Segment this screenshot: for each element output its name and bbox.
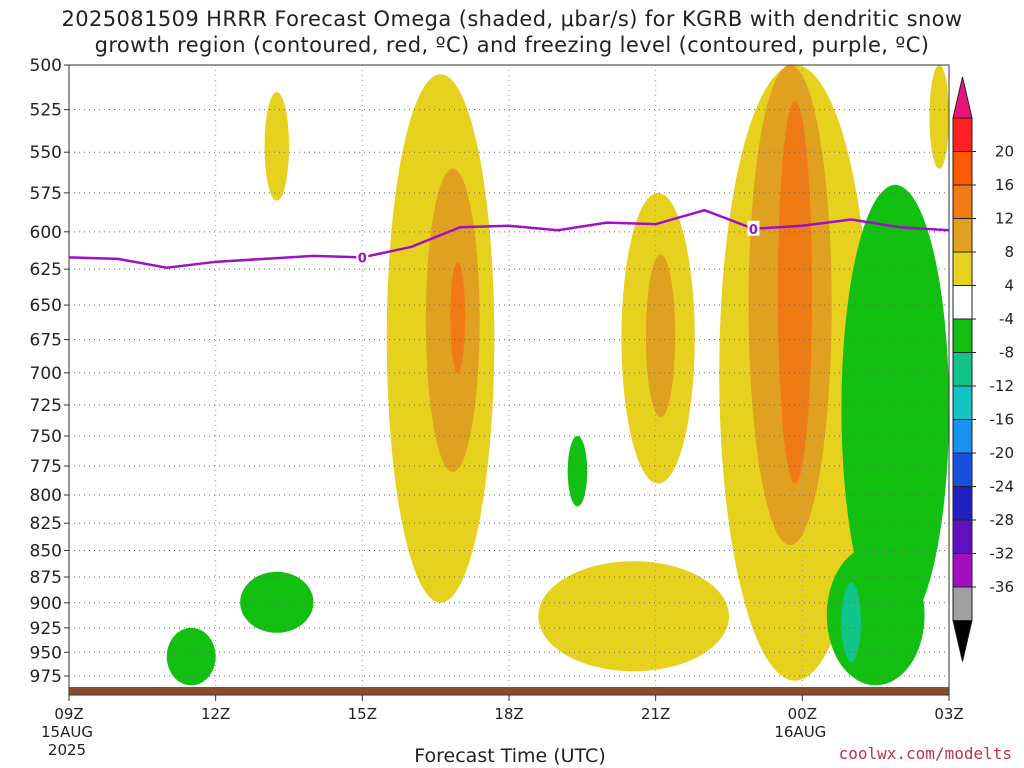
y-tick-label: 550 — [30, 143, 62, 163]
y-tick-label: 600 — [30, 223, 62, 243]
colorbar-label: -12 — [990, 377, 1015, 395]
y-tick-label: 975 — [30, 667, 62, 687]
y-tick-label: 725 — [30, 396, 62, 416]
colorbar-label: -4 — [999, 310, 1014, 328]
colorbar-label: 20 — [995, 143, 1014, 161]
colorbar-box — [952, 486, 973, 521]
omega-region-positive-8 — [777, 100, 813, 484]
freezing-level-label: 0 — [358, 251, 367, 266]
omega-region-positive-3 — [450, 261, 465, 373]
y-tick-label: 850 — [30, 541, 62, 561]
colorbar-label: -32 — [990, 545, 1015, 563]
y-tick-label: 775 — [30, 457, 62, 477]
colorbar-label: -16 — [990, 411, 1015, 429]
colorbar-label: 16 — [995, 176, 1014, 194]
colorbar-box — [952, 352, 973, 387]
freezing-level-label-bg — [747, 220, 760, 236]
x-tick-year: 2025 — [48, 741, 86, 759]
colorbar-label: -36 — [990, 578, 1015, 596]
freezing-level-line — [69, 208, 949, 269]
x-tick-label: 12Z — [201, 705, 230, 723]
y-tick-label: 750 — [30, 427, 62, 447]
colorbar-label: -8 — [999, 344, 1014, 362]
omega-region-positive-0 — [264, 92, 289, 201]
omega-region-negative-15 — [841, 582, 861, 662]
colorbar-bottom-arrow — [952, 620, 973, 662]
y-tick-label: 800 — [30, 486, 62, 506]
y-tick-label: 925 — [30, 619, 62, 639]
x-tick-date: 16AUG — [774, 723, 826, 741]
colorbar-box — [952, 151, 973, 186]
colorbar-top-arrow — [952, 76, 973, 119]
x-tick-label: 15Z — [348, 705, 377, 723]
credit-link[interactable]: coolwx.com/modelts — [838, 744, 1012, 763]
colorbar-box — [952, 419, 973, 454]
colorbar-box — [952, 318, 973, 353]
colorbar-label: -28 — [990, 511, 1015, 529]
colorbar-box — [952, 117, 973, 152]
x-tick-label: 00Z — [788, 705, 817, 723]
omega-region-positive-5 — [645, 254, 676, 418]
x-axis-label: Forecast Time (UTC) — [414, 745, 606, 767]
x-tick-label: 03Z — [934, 705, 963, 723]
y-tick-label: 950 — [30, 643, 62, 663]
y-tick-label: 500 — [30, 56, 62, 76]
y-tick-label: 675 — [30, 331, 62, 351]
colorbar-box — [952, 184, 973, 219]
colorbar-box — [952, 519, 973, 554]
colorbar-label: -24 — [990, 478, 1015, 496]
x-tick-label: 18Z — [494, 705, 523, 723]
colorbar-box — [952, 586, 973, 621]
colorbar: 20 16 12 8 4 -4 -8 -12 -16 -20 -24 -28 -32 -36 — [952, 76, 1015, 662]
colorbar-box — [952, 218, 973, 253]
colorbar-box — [952, 285, 973, 320]
title-line-1: 2025081509 HRRR Forecast Omega (shaded, … — [61, 7, 963, 31]
colorbar-box — [952, 251, 973, 286]
colorbar-label: 12 — [995, 210, 1014, 228]
freezing-level-label: 0 — [749, 223, 758, 238]
y-tick-label: 875 — [30, 568, 62, 588]
omega-region-positive-9 — [538, 561, 730, 672]
x-tick-label: 21Z — [641, 705, 670, 723]
omega-region-negative-11 — [240, 571, 314, 633]
y-tick-label: 625 — [30, 260, 62, 280]
freezing-level-label-bg — [356, 249, 369, 265]
chart-title: 2025081509 HRRR Forecast Omega (shaded, … — [0, 6, 1024, 58]
omega-region-negative-12 — [567, 435, 588, 507]
colorbar-label: 8 — [1004, 243, 1014, 261]
omega-region-negative-14 — [826, 545, 925, 686]
y-tick-label: 825 — [30, 514, 62, 534]
omega-region-negative-13 — [841, 184, 949, 633]
y-tick-label: 525 — [30, 101, 62, 121]
y-tick-label: 650 — [30, 296, 62, 316]
omega-region-negative-10 — [166, 627, 216, 686]
colorbar-label: 4 — [1004, 277, 1014, 295]
colorbar-box — [952, 385, 973, 420]
y-tick-label: 575 — [30, 184, 62, 204]
pressure-axis: 500 525 550 575 600 625 650 675 700 725 750 775 800 8… — [30, 56, 69, 687]
colorbar-box — [952, 452, 973, 487]
omega-region-positive-16 — [929, 65, 949, 169]
ground-surface-bar — [69, 687, 949, 695]
title-line-2: growth region (contoured, red, ºC) and f… — [94, 33, 930, 57]
colorbar-label: -20 — [990, 444, 1015, 462]
x-tick-label: 09Z — [54, 705, 83, 723]
omega-shading — [166, 65, 949, 686]
x-tick-date: 15AUG — [41, 723, 93, 741]
colorbar-box — [952, 553, 973, 588]
freezing-level-contour: 00 — [69, 208, 949, 269]
y-tick-label: 700 — [30, 364, 62, 384]
y-tick-label: 900 — [30, 594, 62, 614]
